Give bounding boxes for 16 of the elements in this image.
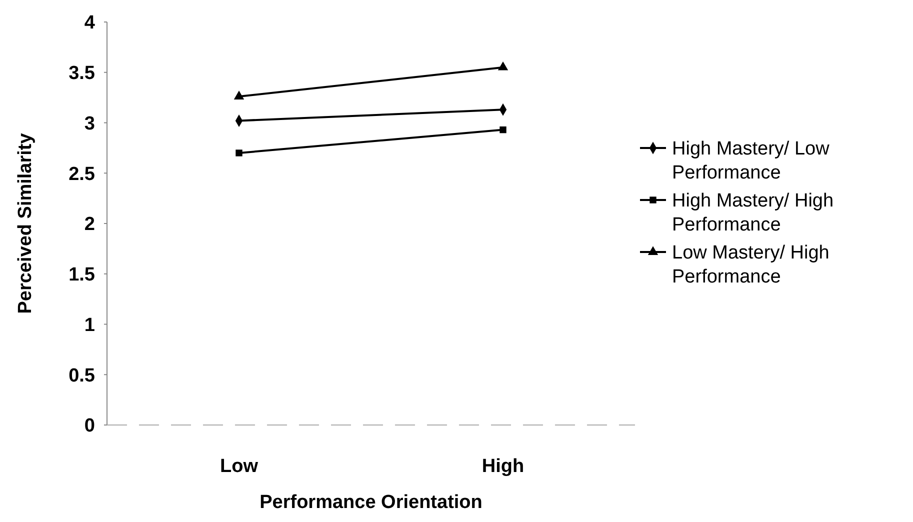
y-tick-label: 3.5 [68, 63, 96, 84]
legend-label: High Mastery/ High Performance [672, 190, 834, 236]
legend-label: High Mastery/ Low Performance [672, 138, 830, 184]
y-tick-label: 2 [84, 214, 95, 236]
y-tick-label: 3 [84, 113, 95, 134]
y-axis-title: Perceived Similarity [15, 132, 36, 314]
x-tick-label: Low [220, 456, 258, 477]
y-tick-label: 4 [84, 12, 96, 34]
y-tick-label: 2.5 [68, 164, 96, 185]
y-tick-label: 1.5 [68, 264, 96, 286]
x-tick-label: High [482, 456, 524, 477]
y-tick-label: 1 [84, 314, 96, 336]
x-axis-title: Performance Orientation [260, 492, 482, 513]
legend-label: Low Mastery/ High Performance [672, 242, 830, 288]
y-tick-label: 0.5 [68, 365, 96, 386]
y-tick-label: 0 [84, 416, 95, 437]
